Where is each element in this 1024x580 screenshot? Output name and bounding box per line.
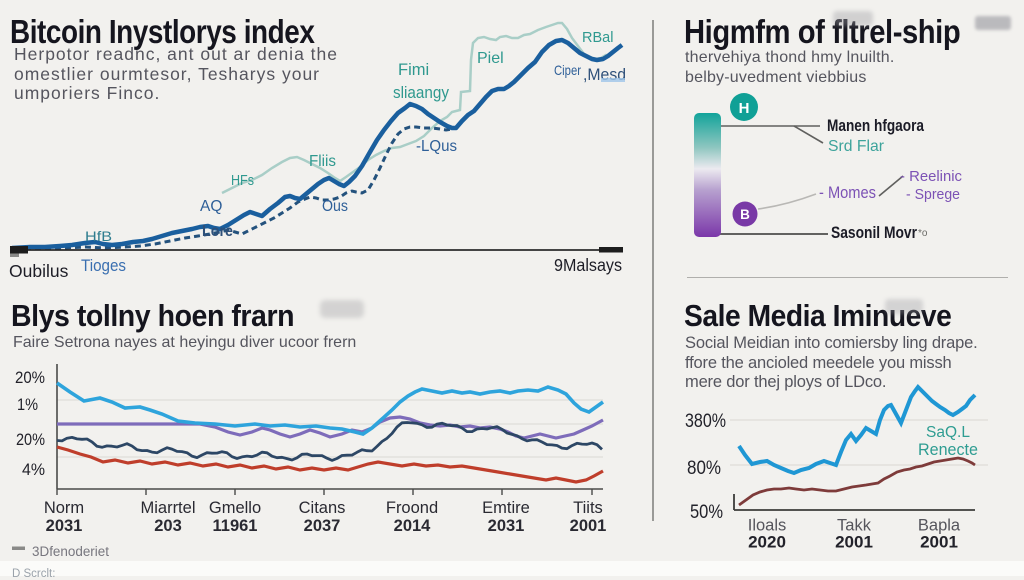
svg-text:-LQus: -LQus [416, 138, 457, 155]
svg-text:2031: 2031 [46, 517, 83, 535]
svg-text:Miarrtel: Miarrtel [140, 499, 195, 517]
svg-text:9Malsays: 9Malsays [554, 255, 622, 275]
svg-text:- Sprege: - Sprege [906, 186, 960, 203]
svg-text:SaQ.L: SaQ.L [926, 424, 970, 441]
svg-text:Norm: Norm [44, 499, 84, 517]
svg-text:sliaangy: sliaangy [393, 84, 450, 102]
svg-text:2037: 2037 [304, 517, 341, 535]
svg-text:20%: 20% [15, 369, 45, 387]
svg-text:Tioges: Tioges [81, 257, 126, 275]
svg-text:20%: 20% [16, 431, 45, 449]
svg-text:Ciper: Ciper [554, 62, 581, 78]
svg-text:H: H [739, 100, 750, 117]
svg-text:- Reelinic: - Reelinic [900, 168, 962, 185]
svg-text:Gmello: Gmello [209, 499, 261, 517]
svg-text:Oubilus: Oubilus [9, 261, 69, 281]
svg-text:Ous: Ous [322, 198, 348, 215]
svg-text:B: B [740, 207, 750, 222]
svg-text:RBal: RBal [582, 30, 613, 46]
svg-text:Fimi: Fimi [398, 61, 429, 79]
svg-text:Srd Flar: Srd Flar [828, 138, 885, 155]
svg-text:Lore: Lore [202, 223, 233, 240]
svg-text:2001: 2001 [570, 517, 607, 535]
svg-text:Bapla: Bapla [918, 517, 961, 535]
svg-text:HFs: HFs [231, 172, 254, 189]
svg-text:- Momes: - Momes [819, 183, 876, 202]
svg-text:203: 203 [154, 517, 182, 535]
svg-text:Emtire: Emtire [482, 499, 530, 517]
svg-text:*o: *o [918, 228, 928, 239]
svg-text:380%: 380% [685, 411, 726, 432]
svg-text:Renecte: Renecte [918, 441, 978, 459]
svg-text:Fliis: Fliis [309, 153, 336, 170]
svg-text:Froond: Froond [386, 499, 438, 517]
svg-text:2001: 2001 [835, 533, 873, 552]
svg-text:Takk: Takk [837, 517, 872, 535]
svg-text:Tiits: Tiits [573, 499, 603, 517]
svg-text:2020: 2020 [748, 533, 786, 552]
svg-text:Manen hfgaora: Manen hfgaora [827, 116, 924, 135]
svg-text:11961: 11961 [213, 517, 258, 535]
svg-text:2031: 2031 [488, 517, 525, 535]
svg-text:2014: 2014 [394, 517, 432, 535]
svg-text:50%: 50% [690, 502, 723, 523]
svg-text:80%: 80% [687, 458, 721, 479]
svg-text:AQ: AQ [200, 198, 222, 215]
svg-text:4%: 4% [22, 461, 45, 479]
svg-text:1%: 1% [17, 396, 38, 414]
svg-text:Iloals: Iloals [748, 517, 787, 535]
svg-text:Piel: Piel [477, 50, 504, 67]
svg-text:2001: 2001 [920, 533, 958, 552]
svg-text:Citans: Citans [299, 499, 346, 517]
svg-text:3Dfenoderiet: 3Dfenoderiet [32, 544, 109, 559]
svg-text:Sasonil Movr: Sasonil Movr [831, 223, 917, 242]
svg-text:HfB: HfB [85, 228, 112, 244]
